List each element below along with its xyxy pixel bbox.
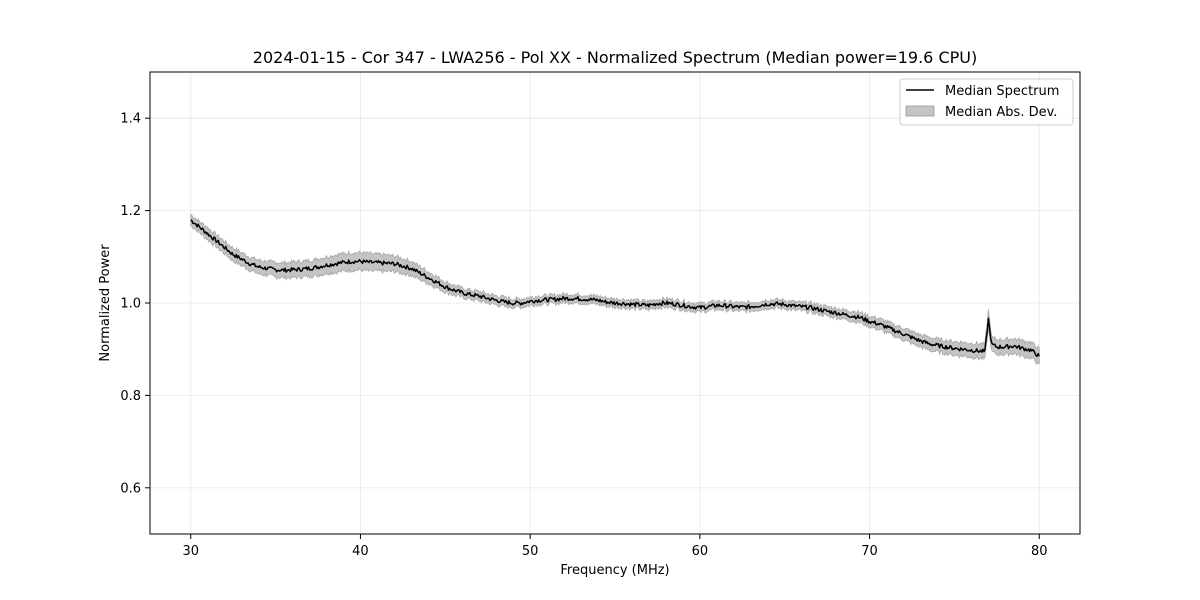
chart-title: 2024-01-15 - Cor 347 - LWA256 - Pol XX -… <box>253 48 977 67</box>
legend-label-median-spectrum: Median Spectrum <box>945 84 1059 99</box>
mad-band-layer <box>190 213 1040 365</box>
y-tick-label: 1.2 <box>120 204 141 219</box>
median-spectrum-line <box>190 219 1040 358</box>
y-axis-label: Normalized Power <box>98 244 113 362</box>
y-tick-label: 0.6 <box>120 481 141 496</box>
legend-label-median-abs-dev: Median Abs. Dev. <box>945 105 1057 120</box>
y-axis: 0.6 0.8 1.0 1.2 1.4 <box>120 112 150 496</box>
legend: Median Spectrum Median Abs. Dev. <box>899 78 1074 126</box>
x-tick-label: 30 <box>182 544 199 559</box>
legend-box <box>899 78 1074 126</box>
median-line-layer <box>190 219 1040 358</box>
x-axis-label: Frequency (MHz) <box>560 563 669 578</box>
x-tick-label: 60 <box>692 544 709 559</box>
x-tick-label: 70 <box>861 544 878 559</box>
y-tick-label: 0.8 <box>120 389 141 404</box>
x-axis: 30 40 50 60 70 80 <box>182 534 1048 559</box>
legend-band-swatch <box>905 105 935 117</box>
x-tick-label: 40 <box>352 544 369 559</box>
x-tick-label: 80 <box>1031 544 1048 559</box>
y-tick-label: 1.4 <box>120 112 141 127</box>
mad-band <box>190 213 1040 365</box>
x-tick-label: 50 <box>522 544 539 559</box>
y-tick-label: 1.0 <box>120 297 141 312</box>
